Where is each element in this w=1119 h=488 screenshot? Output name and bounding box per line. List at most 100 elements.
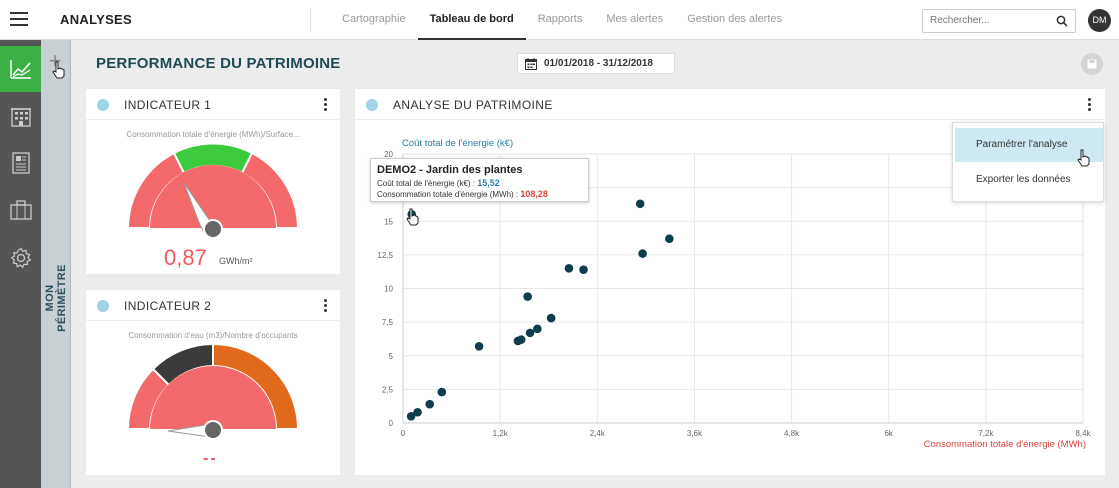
y-axis-label: Coût total de l'énergie (k€) [402, 138, 513, 149]
indicator-dot [97, 99, 109, 111]
y-tick-label: 15 [384, 217, 393, 226]
divider [86, 119, 340, 120]
app-title: ANALYSES [60, 12, 132, 27]
tab-gestion-des-alertes[interactable]: Gestion des alertes [687, 13, 783, 25]
more-options-icon[interactable] [1088, 98, 1092, 113]
card-subtitle: Consommation totale d'énergie (MWh)/Surf… [126, 130, 300, 139]
x-tick-label: 0 [401, 429, 406, 438]
date-range-picker[interactable]: 01/01/2018 - 31/12/2018 [517, 53, 675, 74]
divider [86, 320, 340, 321]
chart-icon [9, 60, 31, 79]
data-point[interactable] [635, 199, 645, 209]
card-title: ANALYSE DU PATRIMOINE [393, 98, 553, 112]
tab-cartographie[interactable]: Cartographie [342, 13, 406, 25]
divider [355, 119, 1105, 120]
y-tick-label: 0 [389, 419, 394, 428]
hand-cursor-icon [52, 61, 65, 79]
sidebar-item-analyses[interactable] [0, 46, 41, 92]
gauge-pivot [203, 219, 223, 239]
menu-item-export-data[interactable]: Exporter les données [976, 174, 1071, 185]
data-point[interactable] [525, 328, 535, 338]
y-tick-label: 20 [384, 150, 393, 159]
gauge-pivot [203, 420, 223, 440]
sidebar-item-documents[interactable] [0, 140, 41, 186]
save-button[interactable] [1081, 53, 1103, 75]
sidebar-item-settings[interactable] [0, 235, 41, 281]
building-icon [10, 108, 31, 127]
data-point[interactable] [474, 342, 484, 351]
tab-rapports[interactable]: Rapports [537, 13, 583, 25]
data-point[interactable] [437, 387, 447, 397]
more-options-icon[interactable] [324, 98, 328, 113]
x-tick-label: 3,6k [687, 429, 703, 438]
tooltip-consumption-row: Consommation totale d'énergie (MWh) : 10… [377, 189, 548, 199]
sidebar-item-buildings[interactable] [0, 94, 41, 140]
tooltip-title: DEMO2 - Jardin des plantes [377, 164, 523, 176]
top-bar: ANALYSES Cartographie Tableau de bord Ra… [0, 0, 1119, 40]
indicator-unit: GWh/m² [219, 256, 253, 266]
perimeter-panel: + MON PÉRIMÈTRE [41, 40, 71, 488]
data-point[interactable] [425, 399, 435, 409]
y-tick-label: 5 [389, 352, 394, 361]
indicator-1-card: INDICATEUR 1 Consommation totale d'énerg… [86, 89, 340, 274]
x-tick-label: 2,4k [590, 429, 606, 438]
analysis-options-menu: Paramétrer l'analyse Exporter les donnée… [952, 122, 1104, 202]
calendar-icon [525, 58, 537, 70]
data-point[interactable] [546, 313, 556, 323]
more-options-icon[interactable] [324, 299, 328, 314]
gauge-2 [126, 342, 300, 440]
briefcase-icon [9, 200, 32, 220]
indicator-value: -- [203, 450, 218, 467]
tab-tableau-de-bord[interactable]: Tableau de bord [417, 0, 526, 40]
tooltip-cost-label: Coût total de l'énergie (k€) : [377, 179, 478, 188]
y-tick-label: 12,5 [377, 251, 393, 260]
search-icon[interactable] [1056, 15, 1068, 27]
chart-tooltip: DEMO2 - Jardin des plantes Coût total de… [370, 158, 589, 202]
data-point[interactable] [579, 265, 588, 274]
x-tick-label: 6k [884, 429, 893, 438]
divider [310, 8, 311, 32]
hand-cursor-icon [1077, 149, 1090, 167]
x-tick-label: 8,4k [1075, 429, 1091, 438]
data-point[interactable] [516, 335, 526, 344]
data-point[interactable] [406, 411, 416, 421]
left-sidebar [0, 40, 41, 488]
gear-icon [10, 247, 31, 269]
x-tick-label: 1,2k [493, 429, 509, 438]
data-point[interactable] [413, 407, 422, 417]
card-title: INDICATEUR 2 [124, 299, 212, 313]
x-tick-label: 4,8k [784, 429, 800, 438]
indicator-value: 0,87 [164, 245, 207, 270]
indicator-dot [97, 300, 109, 312]
hamburger-menu-icon[interactable] [10, 12, 28, 26]
avatar[interactable]: DM [1088, 9, 1111, 32]
document-icon [11, 152, 30, 174]
y-tick-label: 10 [384, 285, 393, 294]
date-range-text: 01/01/2018 - 31/12/2018 [544, 58, 653, 69]
tooltip-cost-row: Coût total de l'énergie (k€) : 15,52 [377, 178, 500, 188]
data-point[interactable] [523, 292, 532, 301]
main-nav: Cartographie Tableau de bord Rapports Me… [330, 0, 794, 40]
gauge-1 [126, 142, 300, 239]
gauge-fill [150, 366, 276, 429]
card-subtitle: Consommation d'eau (m3)/Nombre d'occupan… [128, 331, 298, 340]
sidebar-item-portfolio[interactable] [0, 187, 41, 233]
x-tick-label: 7,2k [978, 429, 994, 438]
data-point[interactable] [564, 264, 574, 273]
menu-item-configure-analysis[interactable]: Paramétrer l'analyse [955, 128, 1103, 162]
x-axis-label: Consommation totale d'énergie (MWh) [924, 439, 1086, 450]
save-icon [1087, 59, 1097, 69]
tooltip-cost-value: 15,52 [477, 178, 500, 188]
hand-cursor-icon [406, 208, 419, 226]
tooltip-consumption-label: Consommation totale d'énergie (MWh) : [377, 190, 521, 199]
search-input[interactable] [930, 15, 1048, 26]
card-title: INDICATEUR 1 [124, 98, 212, 112]
data-point[interactable] [638, 249, 647, 258]
gauge-fill [150, 165, 276, 228]
indicator-2-card: INDICATEUR 2 Consommation d'eau (m3)/Nom… [86, 290, 340, 475]
data-point[interactable] [665, 234, 674, 244]
tab-mes-alertes[interactable]: Mes alertes [606, 13, 664, 25]
tooltip-consumption-value: 108,28 [520, 189, 548, 199]
data-point[interactable] [533, 324, 542, 334]
